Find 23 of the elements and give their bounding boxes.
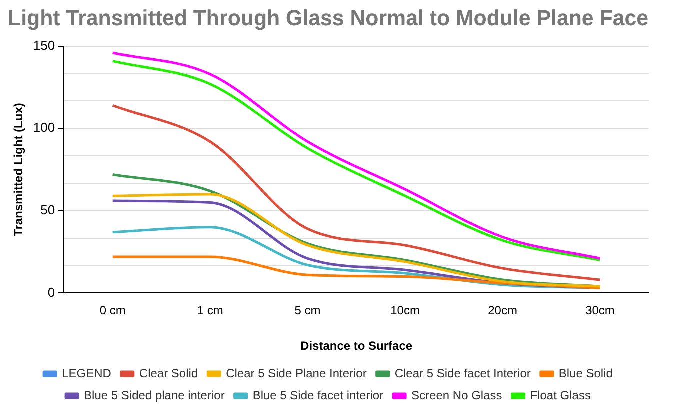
legend-label: Blue 5 Sided plane interior — [84, 388, 225, 402]
x-tick-label: 5 cm — [294, 304, 321, 318]
y-axis-title: Transmitted Light (Lux) — [12, 103, 26, 236]
y-tick-label: 100 — [33, 120, 56, 136]
x-tick-label: 1 cm — [197, 304, 224, 318]
line-series — [112, 104, 602, 282]
x-tick-label: 20cm — [488, 304, 518, 318]
chart-title: Light Transmitted Through Glass Normal to Module Plane Face — [8, 4, 649, 30]
y-tick-label: 0 — [48, 284, 56, 300]
legend-label: Clear Solid — [139, 366, 198, 380]
legend-label: Clear 5 Side facet Interior — [394, 366, 531, 380]
legend-label: Float Glass — [530, 388, 591, 402]
legend-label: Screen No Glass — [412, 388, 502, 402]
x-tick-label: 0 cm — [100, 304, 126, 318]
x-axis-title: Distance to Surface — [300, 339, 413, 354]
y-tick-label: 150 — [33, 38, 56, 53]
y-tick-label: 50 — [40, 202, 56, 218]
legend-label: Blue 5 Side facet interior — [252, 388, 384, 402]
legend-label: Clear 5 Side Plane Interior — [226, 366, 367, 380]
x-tick-label: 10cm — [390, 304, 420, 318]
legend-label: LEGEND — [62, 366, 112, 380]
legend-label: Blue Solid — [558, 366, 613, 380]
x-tick-label: 30cm — [586, 304, 615, 318]
